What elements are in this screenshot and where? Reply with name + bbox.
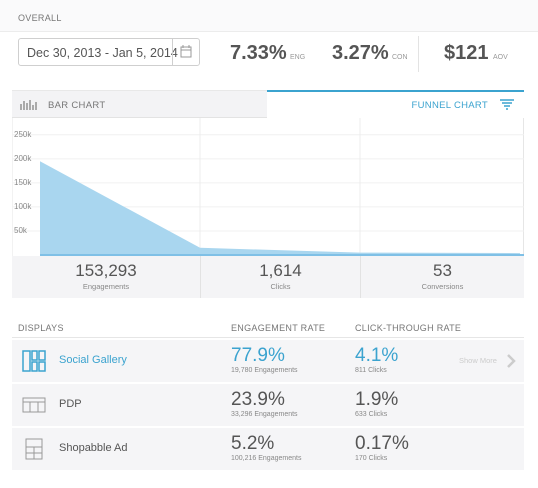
y-tick-label: 150k <box>14 178 32 187</box>
metric-value: $121 <box>444 42 489 64</box>
summary-value: 1,614 <box>259 261 302 280</box>
bar-chart-tab[interactable]: BAR CHART <box>12 90 267 118</box>
summary-value: 53 <box>433 261 452 280</box>
metric-value: 3.27% <box>332 42 389 64</box>
y-tick-label: 100k <box>14 202 32 211</box>
summary-label: Engagements <box>82 282 130 291</box>
engagement-rate: 5.2% <box>231 433 275 454</box>
engagements: 19,780 Engagements <box>231 367 298 374</box>
y-tick-label: 50k <box>14 226 28 235</box>
funnel-icon <box>500 99 514 110</box>
column-header: ENGAGEMENT RATE <box>231 323 326 333</box>
clicks: 811 Clicks <box>355 367 387 374</box>
gallery-icon <box>22 350 46 372</box>
summary-label: Conversions <box>421 282 464 291</box>
metric-unit: CON <box>392 54 408 61</box>
engagements: 100,216 Engagements <box>231 455 302 462</box>
display-name: Shopabble Ad <box>59 442 128 454</box>
funnel-chart: 50k 100k 150k 200k 250k <box>12 118 524 256</box>
summary-cell: 53 Conversions <box>361 256 524 298</box>
date-picker[interactable]: Dec 30, 2013 - Jan 5, 2014 <box>18 38 200 66</box>
summary-label: Clicks <box>270 282 291 291</box>
column-header: DISPLAYS <box>18 323 64 333</box>
display-row[interactable]: Social Gallery 77.9% 19,780 Engagements … <box>12 340 524 382</box>
summary-cell: 1,614 Clicks <box>201 256 361 298</box>
display-name: PDP <box>59 398 82 410</box>
tab-label: FUNNEL CHART <box>411 100 488 111</box>
summary-value: 153,293 <box>75 261 137 280</box>
funnel-area <box>40 161 520 255</box>
metric-value: 7.33% <box>230 42 287 64</box>
display-name: Social Gallery <box>59 354 127 366</box>
divider <box>12 337 524 338</box>
overall-title: OVERALL <box>18 13 62 23</box>
calendar-icon <box>180 45 192 58</box>
display-row[interactable]: Shopabble Ad 5.2% 100,216 Engagements 0.… <box>12 428 524 470</box>
overall-bar <box>0 0 538 32</box>
clicks: 170 Clicks <box>355 455 388 462</box>
clicks: 633 Clicks <box>355 411 388 418</box>
y-tick-label: 200k <box>14 154 32 163</box>
display-row[interactable]: PDP 23.9% 33,296 Engagements 1.9% 633 Cl… <box>12 384 524 426</box>
divider <box>418 36 419 72</box>
engagements: 33,296 Engagements <box>231 411 298 418</box>
date-range: Dec 30, 2013 - Jan 5, 2014 <box>27 46 178 60</box>
ctr: 0.17% <box>355 433 409 454</box>
calendar-button[interactable] <box>172 39 199 65</box>
ctr: 1.9% <box>355 389 399 410</box>
tab-label: BAR CHART <box>48 100 106 111</box>
show-more[interactable]: Show More <box>459 356 497 365</box>
summary-cell: 153,293 Engagements <box>12 256 201 298</box>
y-tick-label: 250k <box>14 130 32 139</box>
ad-icon <box>25 438 43 460</box>
metric-unit: ENG <box>290 54 306 61</box>
pdp-icon <box>22 397 46 413</box>
engagement-rate: 77.9% <box>231 345 285 366</box>
bar-icon <box>20 100 37 110</box>
engagement-rate: 23.9% <box>231 389 285 410</box>
metric-unit: AOV <box>493 54 508 61</box>
column-header: CLICK-THROUGH RATE <box>355 323 462 333</box>
chevron <box>507 354 516 368</box>
ctr: 4.1% <box>355 345 399 366</box>
funnel-chart-tab[interactable]: FUNNEL CHART <box>267 90 524 118</box>
funnel-summary: 153,293 Engagements 1,614 Clicks 53 Conv… <box>12 256 524 298</box>
